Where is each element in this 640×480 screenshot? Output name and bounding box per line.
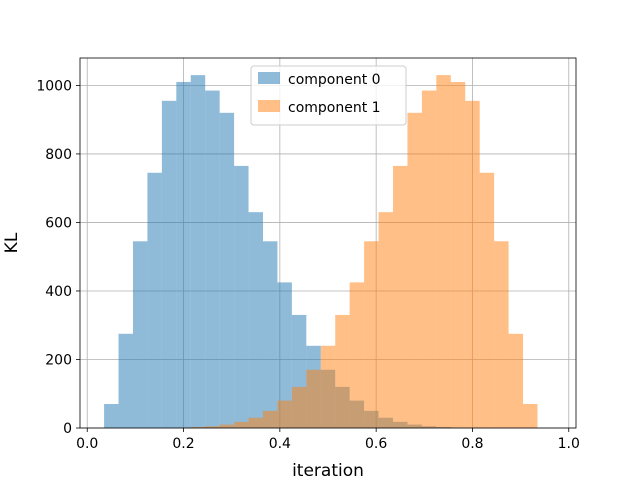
histogram-bar (262, 241, 278, 428)
histogram-bar (161, 100, 177, 429)
histogram-bar (508, 333, 524, 428)
histogram-bar (219, 424, 235, 428)
histogram-bar (248, 417, 263, 428)
histogram-bar (190, 426, 206, 428)
histogram-bar (147, 172, 162, 428)
axis-ticks: 0.0 0.2 0.4 0.6 0.8 1.0 0 200 400 600 800 1000 (36, 78, 580, 452)
x-tick-label: 0.2 (172, 436, 194, 452)
legend: component 0 component 1 (250, 65, 407, 126)
y-tick-label: 800 (45, 147, 72, 163)
histogram-bar (234, 165, 249, 428)
y-axis-label: KL (2, 232, 22, 253)
y-tick-label: 200 (45, 352, 72, 368)
x-tick-label: 0.4 (269, 436, 291, 452)
histogram-bar (234, 421, 249, 428)
y-tick-label: 0 (63, 421, 72, 437)
histogram-bar (335, 314, 350, 428)
bars (104, 75, 538, 429)
histogram-bar (494, 241, 509, 428)
legend-label-component-1: component 1 (288, 100, 381, 116)
histogram-bar (306, 369, 321, 428)
x-tick-label: 0.6 (365, 436, 387, 452)
histogram-bar (291, 386, 307, 428)
histogram-bar (205, 426, 220, 428)
y-tick-label: 1000 (36, 78, 72, 94)
histogram-bar (277, 282, 292, 428)
histogram-bar (118, 333, 133, 428)
histogram-bar (349, 282, 365, 428)
histogram-bar (277, 400, 292, 428)
legend-label-component-0: component 0 (288, 72, 381, 88)
legend-swatch-component-0 (258, 72, 280, 84)
plot-frame (79, 57, 577, 429)
y-tick-label: 600 (45, 215, 72, 231)
x-axis-label: iteration (292, 461, 364, 480)
histogram-bar (320, 345, 336, 428)
legend-box (250, 65, 407, 126)
histogram-bar (205, 90, 220, 428)
histogram-bar (421, 90, 437, 428)
histogram-bar (190, 75, 206, 428)
x-tick-label: 1.0 (558, 436, 580, 452)
histogram-bar (104, 404, 119, 428)
series-component-1 (176, 75, 538, 429)
histogram-bar (465, 100, 480, 429)
histogram-bar (132, 241, 148, 428)
histogram-bar (219, 112, 235, 428)
histogram-bar (378, 212, 394, 428)
histogram-bar (436, 75, 451, 428)
histogram-bar (248, 212, 263, 428)
histogram-bar (262, 410, 278, 428)
x-tick-label: 0.0 (76, 436, 98, 452)
x-tick-label: 0.8 (461, 436, 483, 452)
histogram-bar (479, 172, 495, 428)
histogram-bar (407, 112, 422, 428)
histogram-bar (450, 81, 466, 429)
histogram-bar (393, 165, 408, 428)
histogram-bar (176, 81, 191, 429)
histogram-bar (523, 404, 538, 428)
histogram-bar (364, 241, 379, 428)
y-tick-label: 400 (45, 284, 72, 300)
legend-swatch-component-1 (258, 100, 280, 112)
